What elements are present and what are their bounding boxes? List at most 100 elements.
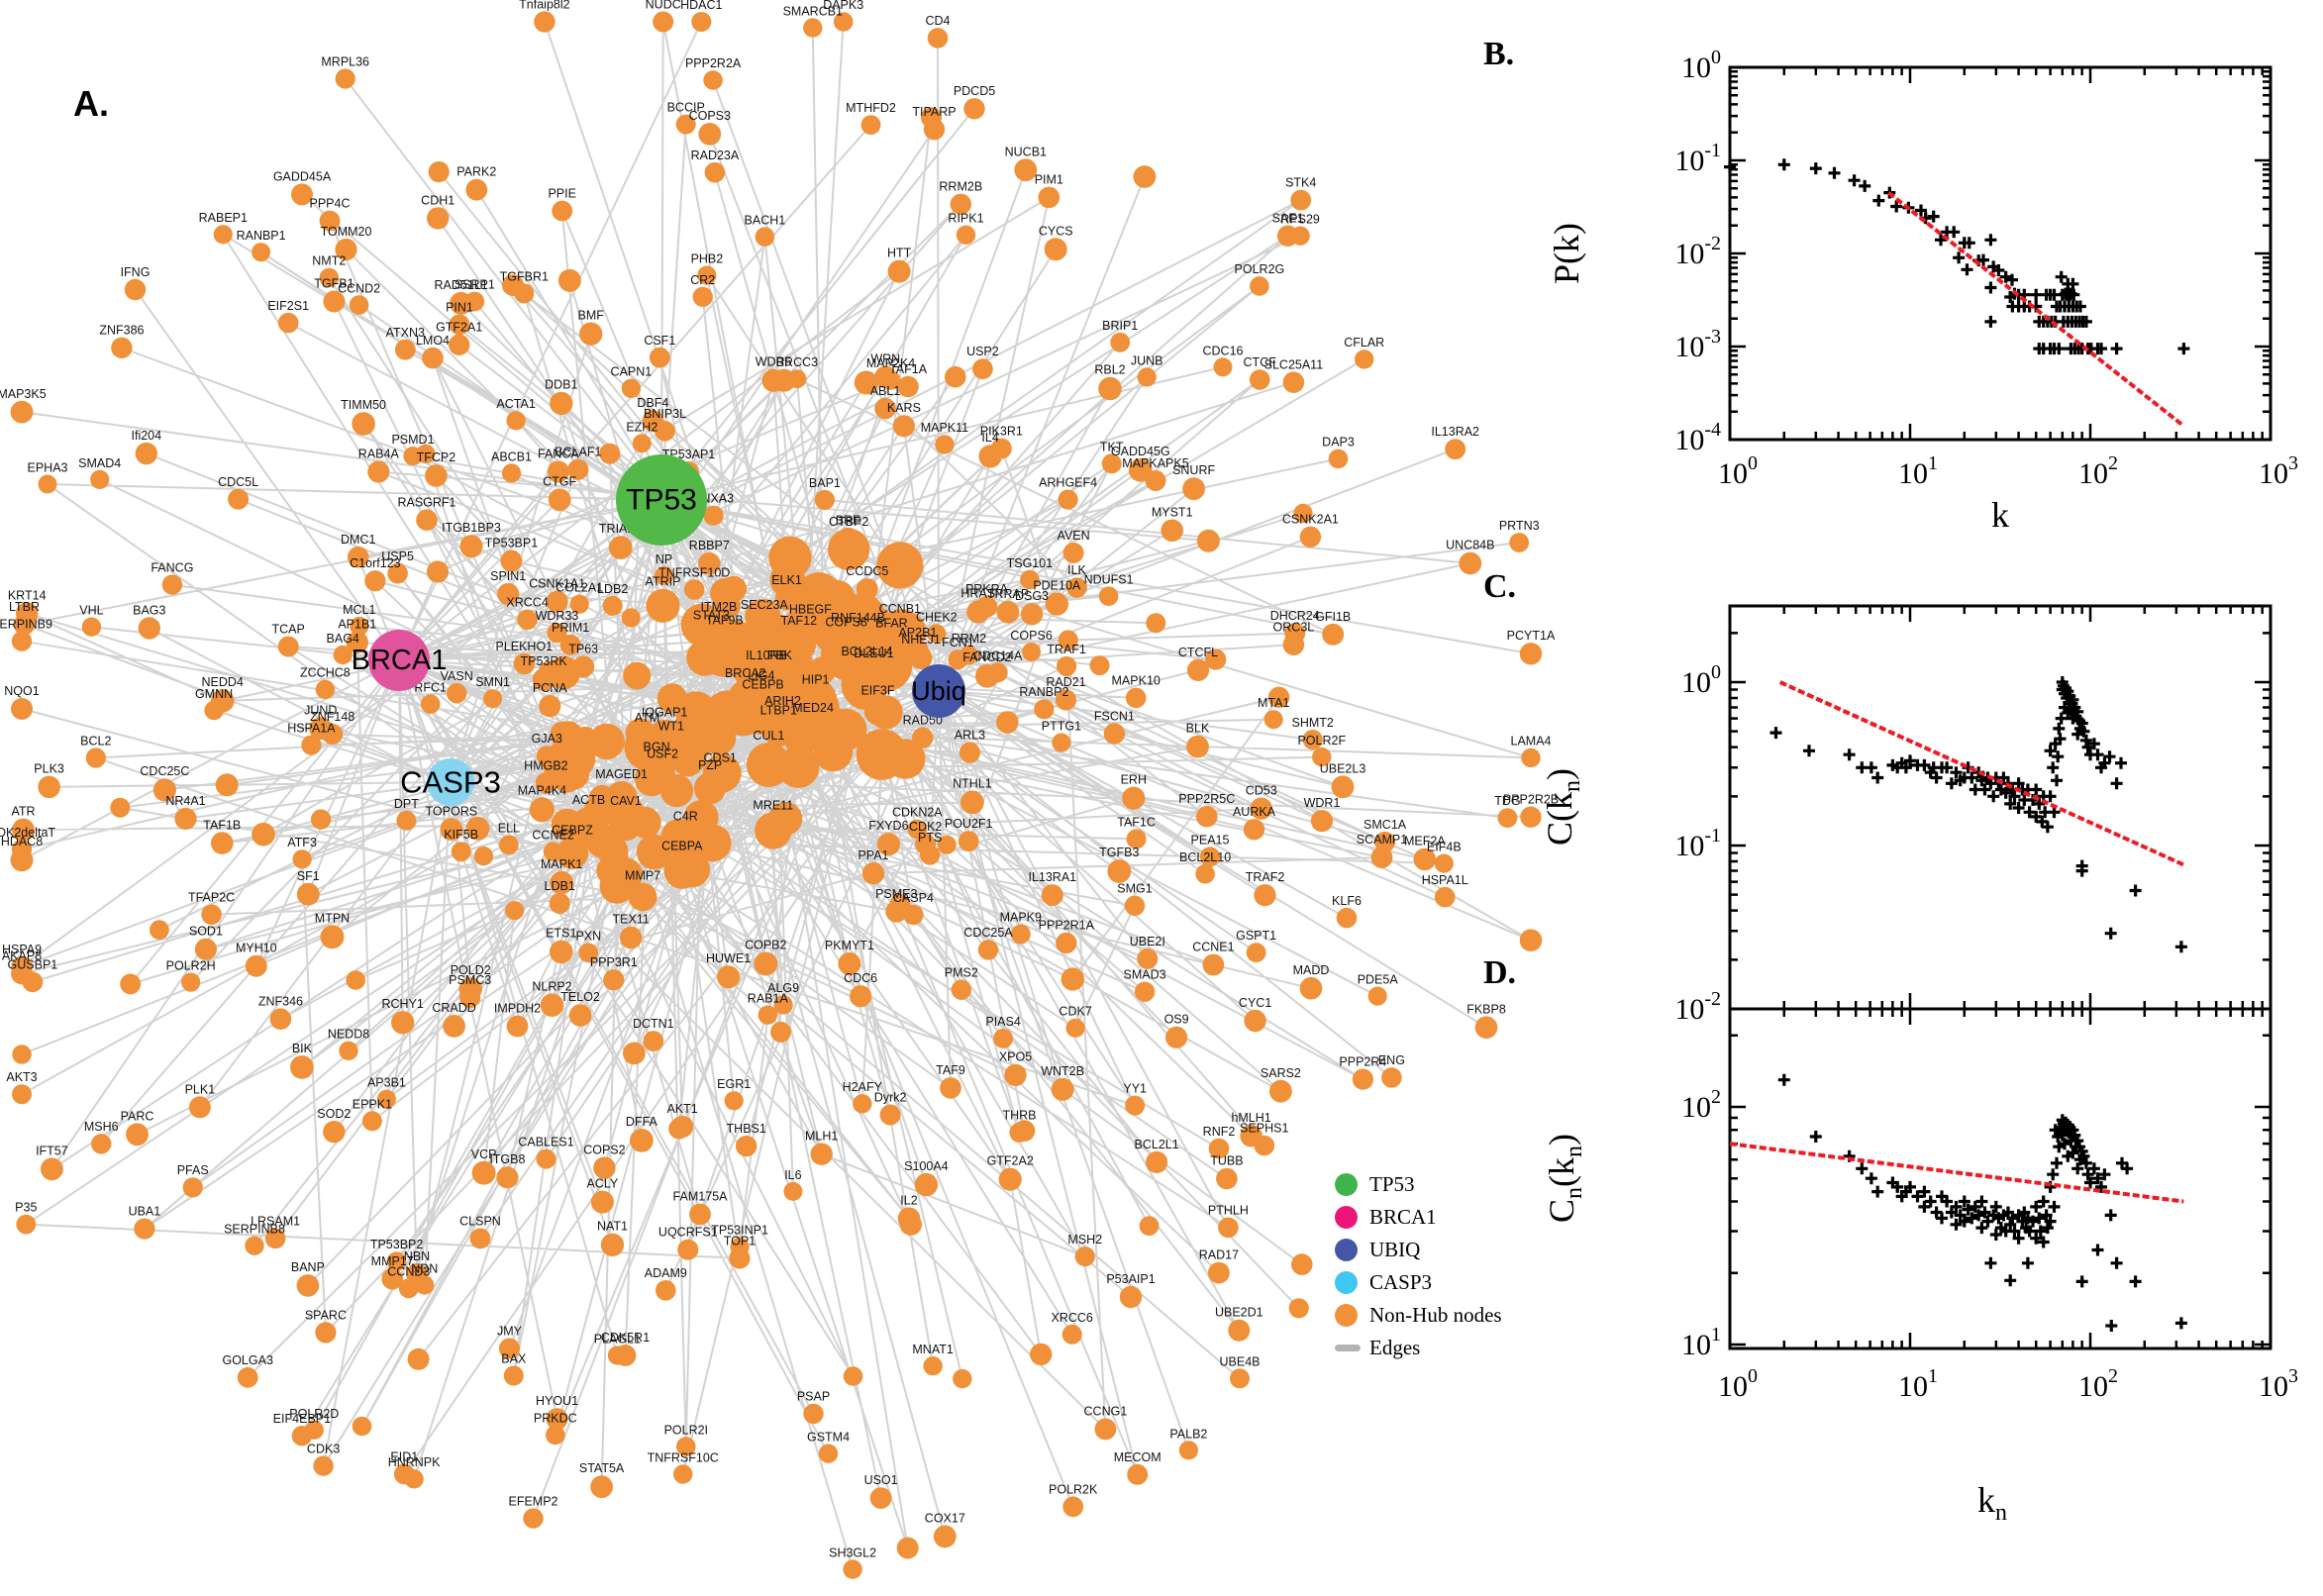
y-tick-label: 101 bbox=[1681, 1324, 1721, 1361]
non-hub-node bbox=[655, 421, 675, 442]
gene-label: TSG101 bbox=[1007, 556, 1054, 570]
non-hub-node bbox=[347, 546, 369, 568]
panel-label-d: D. bbox=[1483, 954, 1517, 991]
non-hub-node bbox=[550, 391, 573, 416]
gene-label: RAB4A bbox=[358, 447, 400, 460]
gene-label: PXN bbox=[575, 930, 601, 944]
non-hub-node bbox=[546, 590, 568, 613]
gene-label: MED24 bbox=[792, 701, 834, 715]
non-hub-node bbox=[1228, 1319, 1251, 1342]
non-hub-node bbox=[1074, 1247, 1095, 1267]
non-hub-node bbox=[953, 1368, 972, 1389]
panel-label-c: C. bbox=[1483, 568, 1517, 605]
non-hub-node bbox=[625, 718, 656, 748]
non-hub-node bbox=[428, 161, 450, 183]
non-hub-node bbox=[960, 790, 984, 815]
non-hub-node bbox=[376, 1089, 396, 1109]
non-hub-node bbox=[213, 225, 233, 245]
non-hub-node bbox=[677, 1239, 699, 1260]
gene-label: Dyrk2 bbox=[874, 1091, 907, 1105]
gene-label: PRKDC bbox=[534, 1412, 577, 1426]
gene-label: TNFRSF10C bbox=[648, 1450, 719, 1464]
non-hub-node bbox=[698, 552, 721, 575]
plot-frame bbox=[1728, 65, 2272, 442]
gene-label: EPPK1 bbox=[353, 1097, 392, 1111]
non-hub-node bbox=[427, 207, 450, 230]
non-hub-node bbox=[1051, 1077, 1074, 1101]
gene-label: RIPK1 bbox=[948, 212, 983, 226]
gene-label: EGR1 bbox=[717, 1077, 751, 1091]
gene-label: CDC25A bbox=[963, 926, 1013, 940]
nonhub-dot-icon bbox=[1335, 1304, 1358, 1327]
non-hub-node bbox=[90, 469, 110, 489]
non-hub-node bbox=[1196, 805, 1218, 828]
gene-label: LMO4 bbox=[416, 334, 450, 348]
non-hub-node bbox=[810, 1143, 833, 1165]
panel-b-ylabel: P(k) bbox=[1547, 223, 1586, 284]
gene-label: CFLAR bbox=[1344, 336, 1384, 349]
non-hub-node bbox=[296, 882, 320, 906]
gene-label: MECOM bbox=[1114, 1450, 1162, 1464]
non-hub-node bbox=[1014, 158, 1038, 182]
non-hub-node bbox=[547, 460, 569, 483]
non-hub-node bbox=[588, 784, 616, 812]
gene-label: BCCIP bbox=[667, 101, 705, 115]
gene-label: GJA3 bbox=[532, 732, 562, 746]
non-hub-node bbox=[914, 1172, 939, 1197]
non-hub-node bbox=[1013, 1120, 1036, 1142]
gene-label: TP53BP1 bbox=[485, 537, 539, 550]
gene-label: RRM2 bbox=[952, 632, 986, 646]
gene-label: PDE10A bbox=[1033, 578, 1081, 592]
non-hub-node bbox=[897, 1207, 921, 1230]
non-hub-node bbox=[1044, 238, 1067, 261]
non-hub-node bbox=[783, 1181, 803, 1201]
gene-label: MAPK1 bbox=[541, 857, 582, 871]
gene-label: CCNE2 bbox=[532, 828, 573, 842]
gene-label: VASN bbox=[441, 669, 473, 683]
gene-label: CD4 bbox=[925, 14, 950, 28]
gene-label: TEX11 bbox=[613, 913, 650, 927]
gene-label: NQO1 bbox=[4, 684, 39, 698]
non-hub-node bbox=[569, 594, 589, 614]
non-hub-node bbox=[838, 951, 861, 975]
non-hub-node bbox=[653, 11, 674, 33]
gene-label: TNFRSF10D bbox=[658, 565, 730, 579]
non-hub-node bbox=[292, 849, 312, 869]
non-hub-node bbox=[120, 973, 142, 995]
gene-label: THBS1 bbox=[727, 1122, 766, 1136]
gene-label: RRM2B bbox=[939, 180, 982, 194]
non-hub-node bbox=[1328, 449, 1349, 469]
non-hub-node bbox=[880, 370, 901, 390]
gene-label: TOMM20 bbox=[321, 225, 372, 239]
non-hub-node bbox=[608, 795, 646, 832]
non-hub-node bbox=[940, 1077, 961, 1099]
gene-label: MMP17 bbox=[371, 1254, 414, 1268]
gene-label: DCTN1 bbox=[633, 1017, 674, 1031]
gene-label: NP bbox=[656, 552, 672, 566]
non-hub-node bbox=[854, 660, 893, 700]
legend-item-casp3: CASP3 bbox=[1335, 1266, 1502, 1299]
gene-label: ZNF386 bbox=[99, 324, 144, 338]
gene-label: PIAS4 bbox=[985, 1015, 1020, 1029]
non-hub-node bbox=[656, 683, 687, 714]
gene-label: MAP2K4 bbox=[866, 356, 915, 370]
hub-label-tp53: TP53 bbox=[626, 484, 697, 517]
non-hub-node bbox=[1196, 529, 1220, 552]
fit-line bbox=[1887, 191, 2185, 428]
non-hub-node bbox=[1288, 1298, 1309, 1319]
panel-d-xlabel: kn bbox=[1977, 1479, 2007, 1527]
gene-label: CYC1 bbox=[1239, 996, 1271, 1010]
non-hub-node bbox=[903, 904, 924, 926]
gene-label: PDE5A bbox=[1358, 972, 1399, 986]
non-hub-node bbox=[420, 694, 441, 714]
non-hub-node bbox=[126, 1123, 149, 1147]
gene-label: MADD bbox=[1293, 963, 1330, 977]
non-hub-node bbox=[818, 1444, 839, 1463]
gene-label: IL6 bbox=[784, 1168, 801, 1182]
non-hub-node bbox=[1521, 748, 1541, 768]
y-tick-label: 10-2 bbox=[1674, 988, 1721, 1026]
gene-label: ERH bbox=[1121, 773, 1147, 787]
non-hub-node bbox=[923, 1356, 943, 1376]
gene-label: CRADD bbox=[432, 1001, 475, 1015]
non-hub-node bbox=[10, 400, 34, 424]
